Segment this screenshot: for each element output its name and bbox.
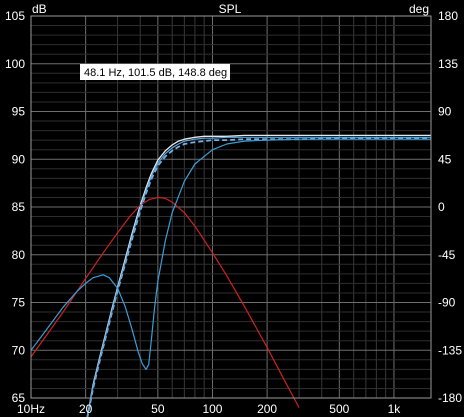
y-axis-label-right: deg	[409, 2, 429, 16]
y-tick-label-left: 80	[12, 248, 26, 262]
series-line-4	[30, 138, 431, 370]
tick-labels: 10Hz 20 50 100 200 500 1k 105 100 95 90 85 80 75 70 65 1…	[5, 9, 462, 416]
cursor-readout: 48.1 Hz, 101.5 dB, 148.8 deg	[80, 64, 230, 80]
y-tick-label-right: 135	[438, 57, 458, 71]
y-tick-label-right: 45	[438, 152, 452, 166]
y-tick-label-left: 105	[5, 9, 25, 23]
y-axis-label-left: dB	[32, 2, 47, 16]
x-tick-label: 1k	[388, 402, 402, 416]
y-tick-label-right: -45	[438, 248, 456, 262]
series-line-3	[30, 196, 300, 408]
y-tick-label-left: 85	[12, 200, 26, 214]
y-tick-label-right: 0	[438, 200, 445, 214]
cursor-readout-text: 48.1 Hz, 101.5 dB, 148.8 deg	[84, 67, 227, 79]
y-tick-label-left: 90	[12, 152, 26, 166]
series-line-5	[86, 136, 431, 417]
y-tick-label-right: -180	[438, 391, 462, 405]
y-tick-label-left: 100	[5, 57, 25, 71]
x-tick-label: 100	[202, 402, 222, 416]
series-group	[30, 134, 431, 417]
y-tick-label-right: 180	[438, 9, 458, 23]
x-tick-label: 50	[151, 402, 165, 416]
y-tick-label-right: -90	[438, 296, 456, 310]
x-tick-label: 20	[79, 402, 93, 416]
chart-title: SPL	[219, 2, 242, 16]
x-tick-label: 200	[257, 402, 277, 416]
y-tick-label-left: 95	[12, 105, 26, 119]
y-tick-label-left: 70	[12, 343, 26, 357]
x-tick-label: 500	[329, 402, 349, 416]
y-tick-label-right: -135	[438, 343, 462, 357]
x-tick-label: 10Hz	[17, 402, 45, 416]
y-tick-label-left: 65	[12, 391, 26, 405]
cursor-readout-box	[80, 64, 230, 80]
y-tick-label-right: 90	[438, 105, 452, 119]
y-tick-label-left: 75	[12, 296, 26, 310]
plot-frame	[30, 15, 432, 399]
